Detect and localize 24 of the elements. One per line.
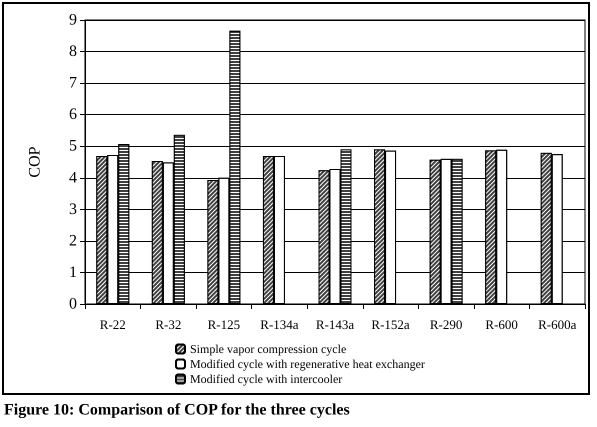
y-tick-label: 0 (69, 296, 77, 312)
y-tick-label: 9 (69, 12, 77, 28)
y-tick-label: 3 (69, 200, 77, 218)
x-tick-label: R-134a (260, 317, 299, 332)
x-tick-label: R-152a (371, 317, 410, 332)
x-tick-label: R-143a (316, 317, 354, 332)
x-tick-label: R-600a (538, 317, 577, 332)
legend-label: Modified cycle with intercooler (190, 372, 342, 386)
y-axis-title: COP (26, 146, 44, 178)
y-tick-label: 1 (69, 264, 77, 281)
y-tick-label: 2 (69, 232, 77, 250)
x-tick-label: R-290 (430, 317, 462, 332)
y-tick-label: 8 (69, 43, 77, 60)
x-tick-label: R-32 (155, 317, 182, 332)
y-tick-label: 7 (69, 74, 77, 92)
y-tick-label: 4 (69, 169, 77, 186)
caption: Figure 10: Comparison of COP for the three cycles (4, 402, 350, 418)
y-tick-label: 5 (69, 138, 77, 155)
y-tick-label: 6 (69, 106, 77, 124)
x-tick-label: R-22 (100, 317, 126, 332)
legend-label: Modified cycle with regenerative heat exchanger (190, 357, 425, 371)
x-tick-label: R-600 (485, 317, 518, 332)
legend-label: Simple vapor compression cycle (190, 342, 346, 356)
x-tick-label: R-125 (208, 317, 240, 332)
